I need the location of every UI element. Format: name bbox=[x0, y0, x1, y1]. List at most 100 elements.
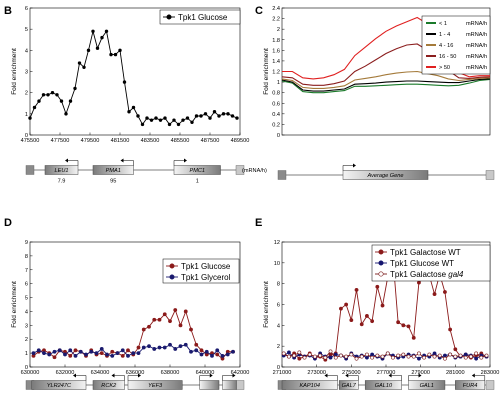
strand-arrowhead bbox=[111, 373, 115, 378]
gene-box bbox=[44, 165, 79, 175]
data-point bbox=[432, 292, 437, 296]
gene-label: YEF3 bbox=[148, 383, 163, 389]
series-line bbox=[281, 78, 491, 94]
data-point bbox=[354, 288, 359, 292]
data-point bbox=[47, 352, 52, 357]
y-tick-label: 4 bbox=[277, 323, 280, 329]
data-point bbox=[297, 356, 302, 361]
gene-label: FUR4 bbox=[463, 383, 478, 389]
data-point bbox=[104, 29, 109, 33]
data-point bbox=[41, 93, 46, 97]
legend-entry-italic: gal4 bbox=[448, 270, 464, 279]
data-point bbox=[185, 116, 190, 120]
gene-box bbox=[338, 380, 359, 390]
panel-letter-d: D bbox=[4, 217, 12, 229]
gene-track-end bbox=[485, 170, 495, 180]
legend-box bbox=[371, 244, 491, 282]
data-point bbox=[122, 80, 127, 84]
transcription-rate: 7.9 bbox=[58, 179, 66, 185]
data-point bbox=[140, 122, 145, 127]
data-point bbox=[199, 348, 204, 353]
series-line bbox=[283, 350, 487, 360]
data-point bbox=[94, 351, 99, 356]
data-point bbox=[57, 348, 62, 353]
strand-arrowhead bbox=[353, 163, 356, 168]
legend-marker bbox=[378, 249, 384, 255]
data-point bbox=[190, 120, 194, 125]
data-point bbox=[115, 351, 120, 356]
data-point bbox=[82, 65, 86, 69]
data-point bbox=[396, 353, 401, 358]
gene-box bbox=[127, 380, 183, 390]
panel-d: 0 1 2 3 4 5 6 7 8 9 630000 632000 634000 636000 638000… bbox=[11, 240, 249, 390]
gene-box bbox=[31, 380, 87, 390]
gene-box bbox=[364, 380, 402, 390]
gene-track-end bbox=[485, 380, 495, 390]
strand-arrowhead bbox=[73, 373, 76, 378]
data-point bbox=[145, 116, 149, 120]
data-point bbox=[86, 48, 91, 53]
strand-arrow bbox=[327, 375, 338, 381]
plot-frame bbox=[29, 7, 241, 136]
legend-entry: 16 - 50 bbox=[439, 54, 456, 60]
data-point bbox=[208, 116, 212, 120]
data-point bbox=[365, 355, 369, 360]
x-tick-label: 283000 bbox=[481, 370, 500, 376]
y-tick-label: 1 bbox=[25, 112, 28, 118]
data-point bbox=[36, 348, 41, 353]
strand-arrow bbox=[127, 375, 138, 381]
y-tick-label: 2 bbox=[25, 337, 28, 343]
y-tick-label: 3 bbox=[25, 323, 28, 329]
data-point bbox=[178, 323, 183, 328]
data-point bbox=[105, 352, 109, 357]
data-point bbox=[375, 284, 380, 289]
data-point bbox=[157, 345, 162, 350]
data-point bbox=[199, 352, 204, 357]
y-tick-label: 1 bbox=[25, 351, 28, 357]
data-point bbox=[127, 110, 131, 114]
y-tick-label: 4 bbox=[25, 309, 28, 315]
data-point bbox=[168, 319, 172, 324]
gene-track-end bbox=[235, 380, 245, 390]
data-point bbox=[427, 352, 432, 357]
data-point bbox=[220, 353, 225, 358]
legend-marker bbox=[378, 260, 384, 266]
x-tick-label: 632000 bbox=[56, 370, 75, 376]
data-point bbox=[46, 93, 50, 97]
gene-box bbox=[455, 380, 486, 390]
data-point bbox=[474, 351, 479, 356]
legend-entry: Tpk1 Glucose WT bbox=[390, 259, 454, 268]
data-point bbox=[162, 345, 167, 350]
data-point bbox=[131, 351, 136, 356]
strand-arrow bbox=[123, 160, 134, 166]
legend-entry: 4 - 16 bbox=[439, 43, 453, 49]
y-tick-label: 3 bbox=[25, 70, 28, 76]
series-line bbox=[281, 43, 491, 86]
strand-arrow bbox=[199, 375, 210, 381]
data-point bbox=[28, 116, 32, 120]
x-tick-label: 479500 bbox=[81, 138, 100, 144]
panel-letter-c: C bbox=[255, 5, 263, 17]
x-tick-label: 485500 bbox=[171, 138, 190, 144]
legend-entry: > 50 bbox=[439, 65, 450, 71]
data-point bbox=[231, 349, 235, 354]
data-point bbox=[432, 354, 437, 359]
data-point bbox=[217, 114, 221, 118]
legend-entry: < 1 bbox=[439, 21, 447, 27]
data-point bbox=[215, 348, 220, 353]
data-point bbox=[380, 303, 385, 308]
strand-arrowhead bbox=[232, 373, 236, 378]
data-point bbox=[120, 353, 125, 358]
data-point bbox=[406, 324, 411, 329]
legend-unit: mRNA/h bbox=[466, 32, 487, 38]
data-point bbox=[199, 114, 203, 118]
data-point bbox=[292, 353, 297, 358]
x-tick-label: 634000 bbox=[91, 370, 110, 376]
legend-unit: mRNA/h bbox=[466, 65, 487, 71]
data-point bbox=[210, 353, 214, 358]
data-point bbox=[370, 319, 375, 324]
x-tick-label: 275000 bbox=[342, 370, 361, 376]
panel-letter-e: E bbox=[255, 217, 262, 229]
data-point bbox=[230, 114, 235, 118]
